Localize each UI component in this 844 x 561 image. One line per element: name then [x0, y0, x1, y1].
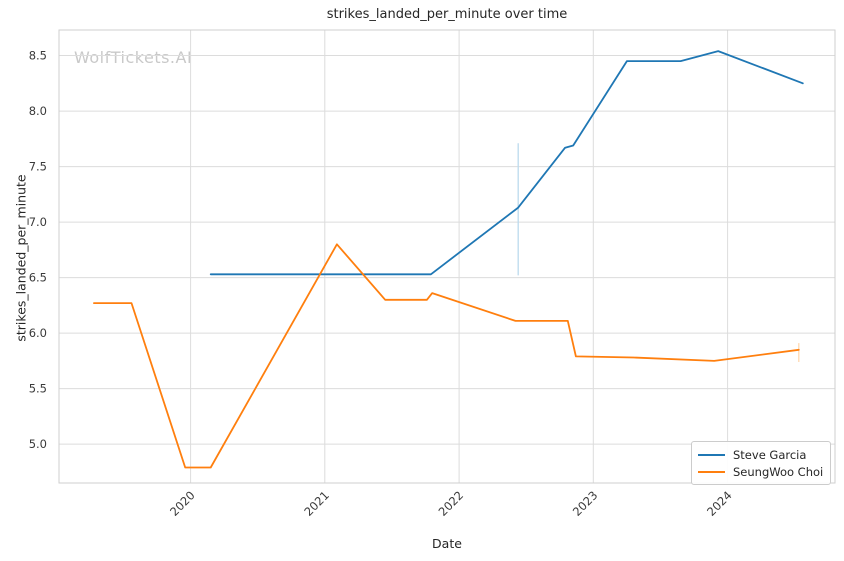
line-steve-garcia — [209, 50, 804, 276]
chart-title: strikes_landed_per_minute over time — [326, 7, 568, 22]
x-tick-label: 2023 — [570, 488, 601, 519]
x-tick-label: 2024 — [704, 488, 735, 519]
y-tick-label: 6.0 — [29, 326, 47, 340]
y-tick-label: 8.5 — [29, 49, 47, 63]
y-tick-label: 7.5 — [29, 160, 47, 174]
x-axis-label: Date — [432, 536, 462, 551]
x-tick-label: 2021 — [301, 488, 332, 519]
y-axis-label: strikes_landed_per_minute — [13, 174, 29, 342]
y-tick-label: 5.0 — [29, 437, 47, 451]
legend-line-swatch-orange — [698, 470, 725, 473]
y-tick-label: 6.5 — [29, 271, 47, 285]
y-tick-label: 8.0 — [29, 104, 47, 118]
x-tick-label: 2022 — [436, 488, 467, 519]
legend-item-steve-garcia: Steve Garcia — [698, 446, 824, 463]
legend: Steve Garcia SeungWoo Choi — [691, 441, 831, 485]
plot-border — [58, 29, 836, 484]
legend-label-seungwoo-choi: SeungWoo Choi — [733, 464, 824, 479]
y-tick-label: 7.0 — [29, 215, 47, 229]
legend-item-seungwoo-choi: SeungWoo Choi — [698, 463, 824, 480]
x-tick-label: 2020 — [167, 488, 198, 519]
legend-line-swatch-blue — [698, 453, 725, 456]
line-seungwoo-choi — [93, 243, 800, 469]
legend-label-steve-garcia: Steve Garcia — [733, 447, 807, 462]
watermark: WolfTickets.AI — [74, 48, 193, 67]
y-tick-label: 5.5 — [29, 382, 47, 396]
